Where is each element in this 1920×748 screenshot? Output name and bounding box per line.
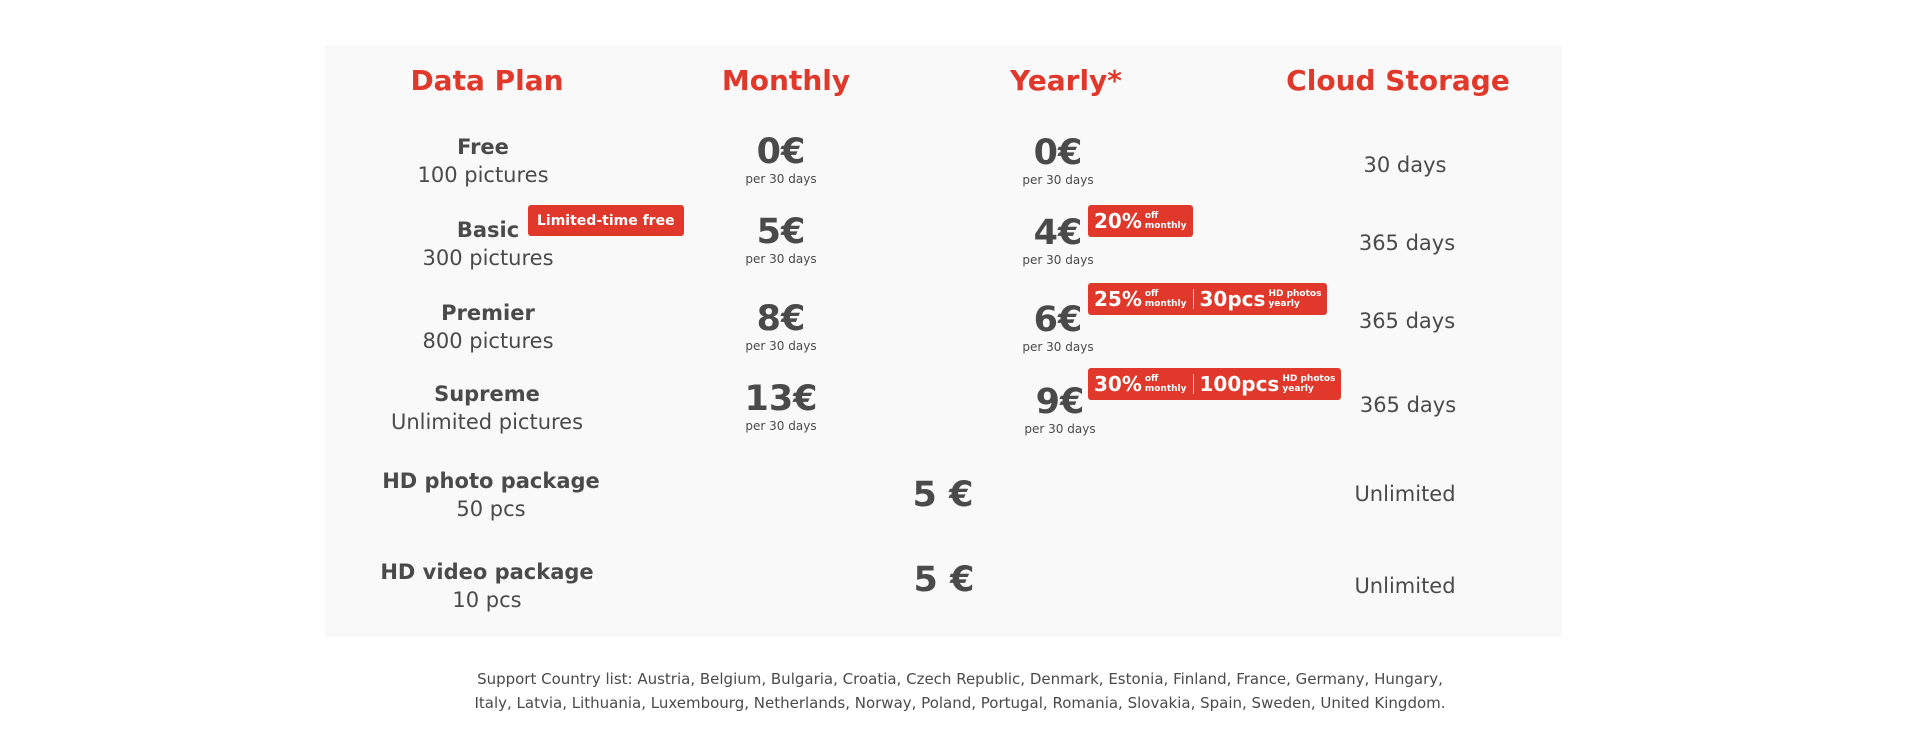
- bonus-type: HD photos: [1268, 289, 1322, 299]
- package-price-hd-video: 5 €: [913, 560, 975, 600]
- storage-premier: 365 days: [1358, 309, 1456, 333]
- monthly-price-premier: 8€ per 30 days: [745, 299, 816, 353]
- discount-percent: 30%: [1094, 372, 1142, 396]
- discount-percent: 20%: [1094, 209, 1142, 233]
- plan-quota: 800 pictures: [422, 329, 554, 353]
- limited-time-free-badge: Limited-time free: [528, 205, 684, 236]
- price-value: 13€: [744, 379, 818, 419]
- price-value: 9€: [1035, 382, 1085, 422]
- price-period: per 30 days: [745, 172, 817, 186]
- yearly-price-premier: 6€ per 30 days: [1022, 300, 1093, 354]
- price-value: 6€: [1033, 300, 1083, 340]
- plan-supreme: Supreme Unlimited pictures: [391, 380, 583, 436]
- price-period: per 30 days: [745, 252, 817, 266]
- footer-line-2: Italy, Latvia, Lithuania, Luxembourg, Ne…: [474, 694, 1446, 712]
- badge-divider: [1192, 289, 1194, 309]
- package-name: HD photo package: [382, 469, 600, 493]
- price-value: 4€: [1033, 213, 1083, 253]
- discount-period: monthly: [1144, 299, 1187, 309]
- package-hd-photo: HD photo package 50 pcs: [382, 467, 600, 523]
- discount-percent: 25%: [1094, 287, 1142, 311]
- price-period: per 30 days: [1024, 422, 1096, 436]
- price-period: per 30 days: [1022, 253, 1094, 267]
- price-value: 8€: [756, 299, 806, 339]
- plan-quota: 100 pictures: [417, 163, 549, 187]
- plan-free: Free 100 pictures: [417, 133, 548, 189]
- price-period: per 30 days: [745, 419, 817, 433]
- discount-off: off: [1144, 374, 1159, 384]
- plan-name: Free: [457, 135, 509, 159]
- discount-period: monthly: [1144, 221, 1187, 231]
- discount-badge-premier: 25% off monthly 30pcs HD photos yearly: [1088, 283, 1328, 315]
- package-name: HD video package: [380, 560, 594, 584]
- header-data-plan: Data Plan: [410, 64, 564, 97]
- monthly-price-supreme: 13€ per 30 days: [744, 379, 817, 433]
- price-value: 5€: [756, 212, 806, 252]
- plan-basic: Basic 300 pictures: [422, 216, 553, 272]
- footer-line-1: Support Country list: Austria, Belgium, …: [477, 670, 1443, 688]
- package-price-hd-photo: 5 €: [912, 475, 974, 515]
- discount-period: monthly: [1144, 384, 1187, 394]
- price-period: per 30 days: [1022, 340, 1094, 354]
- discount-badge-supreme: 30% off monthly 100pcs HD photos yearly: [1088, 368, 1342, 400]
- bonus-type: HD photos: [1282, 374, 1336, 384]
- storage-supreme: 365 days: [1359, 393, 1457, 417]
- yearly-price-supreme: 9€ per 30 days: [1024, 382, 1095, 436]
- bonus-period: yearly: [1282, 384, 1314, 394]
- bonus-count: 30pcs: [1199, 287, 1266, 311]
- bonus-count: 100pcs: [1199, 372, 1280, 396]
- badge-divider: [1192, 374, 1194, 394]
- package-quantity: 10 pcs: [452, 588, 522, 612]
- monthly-price-basic: 5€ per 30 days: [745, 212, 816, 266]
- storage-hd-photo: Unlimited: [1354, 482, 1456, 506]
- support-country-list: Support Country list: Austria, Belgium, …: [0, 667, 1920, 715]
- monthly-price-free: 0€ per 30 days: [745, 132, 816, 186]
- yearly-price-free: 0€ per 30 days: [1022, 133, 1093, 187]
- storage-free: 30 days: [1363, 153, 1447, 177]
- plan-name: Basic: [456, 218, 520, 242]
- plan-quota: Unlimited pictures: [390, 410, 584, 434]
- plan-premier: Premier 800 pictures: [422, 299, 553, 355]
- plan-name: Supreme: [434, 382, 540, 406]
- price-period: per 30 days: [1022, 173, 1094, 187]
- plan-quota: 300 pictures: [422, 246, 554, 270]
- discount-off: off: [1144, 211, 1159, 221]
- pricing-table: Data Plan Monthly Yearly* Cloud Storage …: [325, 45, 1562, 637]
- price-value: 0€: [756, 132, 806, 172]
- header-cloud-storage: Cloud Storage: [1286, 64, 1510, 97]
- plan-name: Premier: [441, 301, 535, 325]
- storage-hd-video: Unlimited: [1354, 574, 1456, 598]
- header-monthly: Monthly: [721, 64, 851, 97]
- storage-basic: 365 days: [1358, 231, 1456, 255]
- discount-badge-basic: 20% off monthly: [1088, 205, 1193, 237]
- header-yearly: Yearly*: [1010, 64, 1122, 97]
- price-period: per 30 days: [745, 339, 817, 353]
- bonus-period: yearly: [1268, 299, 1300, 309]
- package-hd-video: HD video package 10 pcs: [380, 558, 593, 614]
- price-value: 0€: [1033, 133, 1083, 173]
- package-quantity: 50 pcs: [456, 497, 526, 521]
- yearly-price-basic: 4€ per 30 days: [1022, 213, 1093, 267]
- discount-off: off: [1144, 289, 1159, 299]
